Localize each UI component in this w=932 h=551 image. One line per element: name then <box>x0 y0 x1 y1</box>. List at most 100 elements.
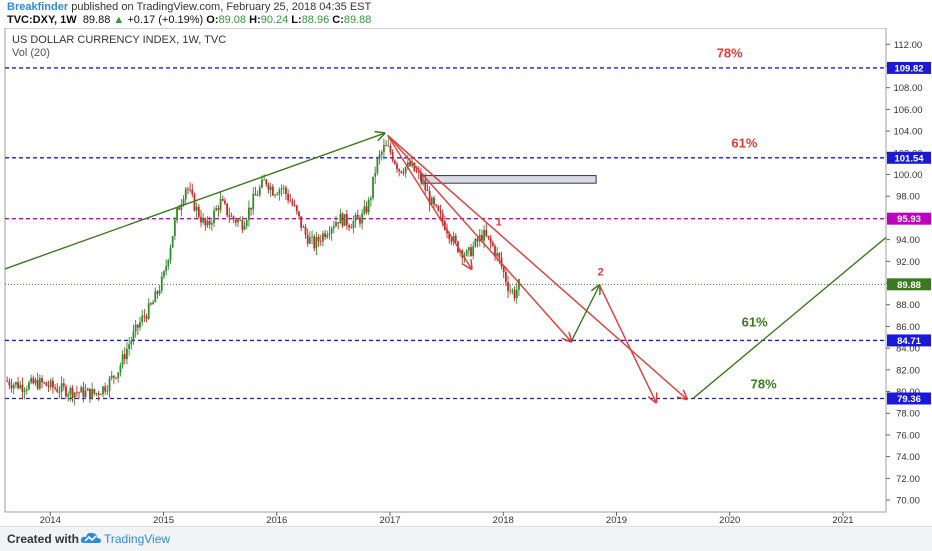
candle-body <box>343 214 346 226</box>
candle-body <box>424 179 427 190</box>
candle-body <box>152 302 154 305</box>
candle-body <box>91 389 94 399</box>
symbol-name: TVC:DXY, 1W <box>7 14 77 26</box>
candle-body <box>328 233 331 235</box>
candle-body <box>289 200 292 202</box>
zone-rectangle <box>421 175 597 184</box>
candle-body <box>326 234 329 238</box>
y-tick-label: 92.00 <box>896 257 920 268</box>
candle-body <box>313 236 316 249</box>
candle-body <box>62 383 65 387</box>
candle-body <box>267 184 270 190</box>
low-value: 88.96 <box>301 14 330 26</box>
candle-body <box>160 276 163 291</box>
candle-body <box>402 172 405 174</box>
tradingview-brand[interactable]: TradingView <box>104 532 171 546</box>
candle-body <box>126 348 128 360</box>
candle-body <box>226 203 229 215</box>
candle-body <box>132 331 135 341</box>
candle-body <box>409 162 411 166</box>
candle-body <box>171 235 174 248</box>
candle-body <box>398 169 401 172</box>
candle-body <box>193 194 196 211</box>
candle-body <box>263 179 266 181</box>
candle-body <box>430 197 433 205</box>
candle-body <box>254 193 257 196</box>
chart-annotation: 61% <box>731 135 757 150</box>
chart-annotation: 1 <box>496 217 502 229</box>
candle-body <box>352 221 355 229</box>
candle-body <box>450 239 453 242</box>
high-label: H: <box>249 14 261 26</box>
candle-body <box>354 214 357 222</box>
price-level-label: 84.71 <box>897 336 921 347</box>
candle-body <box>143 315 146 317</box>
tradingview-logo-icon <box>80 532 101 543</box>
author-name[interactable]: Breakfinder <box>7 1 69 13</box>
candle-body <box>56 388 59 392</box>
publish-header: Breakfinder published on TradingView.com… <box>0 0 932 28</box>
candle-body <box>481 235 483 241</box>
x-tick-label: 2014 <box>40 515 61 526</box>
candle-body <box>324 233 327 238</box>
x-tick-label: 2020 <box>719 515 740 526</box>
price-level-badge <box>887 151 931 164</box>
candle-body <box>256 195 259 196</box>
candle-body <box>400 171 403 173</box>
x-tick-label: 2015 <box>153 515 174 526</box>
candle-body <box>485 230 488 236</box>
candle-body <box>136 324 139 328</box>
candle-body <box>60 383 63 392</box>
candle-body <box>417 171 420 173</box>
candle-body <box>280 188 283 190</box>
candle-body <box>232 216 235 220</box>
candle-body <box>78 392 80 394</box>
chart-title: US DOLLAR CURRENCY INDEX, 1W, TVC <box>12 34 227 46</box>
candle-body <box>361 213 364 224</box>
candle-body <box>189 189 192 191</box>
candle-body <box>154 291 157 303</box>
candle-body <box>380 151 383 155</box>
candle-body <box>99 394 102 396</box>
plot-area <box>4 27 887 513</box>
candle-body <box>134 324 137 332</box>
candle-body <box>23 390 26 392</box>
candle-body <box>439 210 442 214</box>
candle-body <box>502 266 505 272</box>
candle-body <box>163 271 165 277</box>
candle-body <box>150 303 152 305</box>
candle-body <box>93 389 96 394</box>
candle-body <box>337 222 340 224</box>
price-level-label: 109.82 <box>894 63 923 74</box>
y-tick-label: 98.00 <box>896 192 920 203</box>
candle-body <box>106 390 109 392</box>
candle-body <box>293 204 296 206</box>
candle-body <box>308 237 311 244</box>
candle-body <box>71 387 74 398</box>
candle-body <box>348 225 350 228</box>
candle-body <box>476 238 479 242</box>
candle-body <box>470 247 472 257</box>
price-level-label: 95.93 <box>897 214 921 225</box>
y-tick-label: 76.00 <box>896 430 920 441</box>
price-level-badge <box>887 334 931 347</box>
y-tick-label: 74.00 <box>896 452 920 463</box>
candle-body <box>247 207 250 221</box>
candle-body <box>391 151 394 161</box>
candle-body <box>208 220 211 225</box>
y-tick-label: 78.00 <box>896 409 920 420</box>
y-tick-label: 106.00 <box>893 105 922 116</box>
candle-body <box>237 220 239 223</box>
candle-body <box>487 235 490 238</box>
candle-body <box>389 145 392 152</box>
candle-body <box>363 206 366 214</box>
candle-body <box>428 191 431 205</box>
candle-body <box>84 390 87 398</box>
candle-body <box>369 198 372 200</box>
candle-body <box>494 245 496 256</box>
candle-body <box>302 227 305 228</box>
candle-body <box>30 378 33 383</box>
candle-body <box>45 382 48 386</box>
candle-body <box>176 207 178 221</box>
